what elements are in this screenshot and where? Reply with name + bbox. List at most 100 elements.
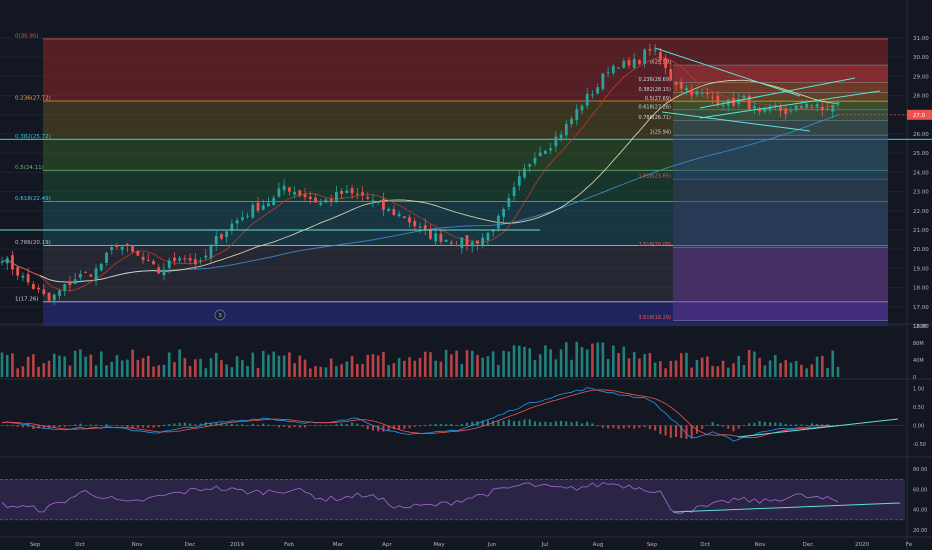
macd-histogram-bar bbox=[486, 420, 489, 426]
macd-histogram-bar bbox=[199, 423, 202, 426]
volume-bar bbox=[403, 360, 406, 377]
current-price-badge bbox=[907, 109, 932, 120]
candle-body bbox=[476, 240, 479, 244]
candle-body bbox=[220, 234, 223, 239]
price-tick-label: 31.00 bbox=[913, 36, 929, 42]
candle-body bbox=[449, 242, 453, 244]
macd-histogram-bar bbox=[654, 425, 657, 431]
macd-histogram-bar bbox=[79, 423, 82, 426]
candle-body bbox=[42, 289, 46, 294]
candle-body bbox=[94, 268, 98, 280]
candle-body bbox=[643, 49, 647, 65]
candle-body bbox=[632, 58, 636, 68]
time-tick-label: Jul bbox=[541, 542, 549, 548]
candle-body bbox=[413, 221, 417, 227]
macd-histogram-bar bbox=[84, 425, 87, 426]
volume-bar bbox=[737, 355, 741, 377]
candle-body bbox=[549, 148, 553, 151]
volume-bar bbox=[319, 366, 323, 377]
candle-body bbox=[758, 108, 762, 112]
volume-bar bbox=[204, 368, 208, 377]
candle-body bbox=[193, 259, 197, 265]
volume-bar bbox=[194, 359, 197, 377]
volume-tick-label: 120M bbox=[913, 324, 927, 330]
candle-body bbox=[31, 284, 35, 289]
price-tick-label: 24.00 bbox=[913, 170, 929, 176]
candle-body bbox=[768, 106, 772, 111]
candle-body bbox=[382, 198, 385, 210]
rsi-tick-label: 60.00 bbox=[913, 487, 927, 493]
macd-histogram-bar bbox=[298, 425, 301, 428]
candle-body bbox=[11, 255, 14, 270]
macd-histogram-bar bbox=[560, 420, 563, 426]
macd-histogram-bar bbox=[189, 423, 192, 426]
macd-histogram-bar bbox=[748, 423, 751, 426]
candle-body bbox=[21, 275, 25, 278]
macd-histogram-bar bbox=[304, 425, 307, 428]
candle-body bbox=[73, 279, 77, 285]
macd-tick-label: 1.00 bbox=[913, 386, 924, 392]
fib-level-label: 0.5(24.11) bbox=[15, 165, 44, 171]
candle-body bbox=[5, 258, 9, 264]
volume-bar bbox=[115, 355, 119, 377]
candle-body bbox=[392, 208, 396, 216]
candle-body bbox=[685, 87, 688, 91]
volume-bar bbox=[335, 366, 338, 377]
volume-bar bbox=[497, 365, 500, 377]
macd-histogram-bar bbox=[523, 419, 526, 426]
volume-bar bbox=[470, 350, 474, 377]
candle-body bbox=[52, 294, 56, 301]
volume-bar bbox=[21, 366, 25, 377]
volume-bar bbox=[695, 360, 699, 377]
candle-body bbox=[638, 60, 641, 64]
macd-histogram-bar bbox=[330, 425, 333, 426]
candle-body bbox=[183, 258, 187, 260]
candle-body bbox=[423, 225, 427, 231]
macd-histogram-bar bbox=[37, 425, 40, 429]
volume-bar bbox=[617, 353, 620, 377]
volume-bar bbox=[627, 358, 631, 377]
volume-bar bbox=[345, 361, 349, 377]
macd-histogram-bar bbox=[455, 424, 458, 426]
candle-body bbox=[63, 284, 67, 291]
time-tick-label: Dec bbox=[185, 542, 196, 548]
candle-body bbox=[152, 261, 155, 265]
time-tick-label: Sep bbox=[647, 542, 658, 548]
price-tick-label: 19.00 bbox=[913, 266, 929, 272]
fib2-level-label: 0.618(27.26) bbox=[638, 104, 671, 110]
volume-bar bbox=[810, 364, 814, 377]
macd-histogram-bar bbox=[6, 425, 9, 426]
macd-histogram-bar bbox=[742, 425, 745, 426]
candle-body bbox=[674, 82, 678, 85]
fib-level-label: 0.786(20.19) bbox=[15, 240, 51, 246]
macd-histogram-bar bbox=[769, 422, 772, 426]
candle-body bbox=[246, 215, 249, 217]
trendline bbox=[654, 47, 801, 97]
candle-body bbox=[350, 188, 354, 194]
candle-body bbox=[481, 237, 485, 246]
candle-body bbox=[89, 274, 93, 277]
time-tick-label: Feb bbox=[284, 542, 294, 548]
volume-bar bbox=[68, 365, 72, 377]
candle-body bbox=[324, 199, 328, 203]
fib-zone bbox=[43, 139, 888, 171]
candle-body bbox=[230, 223, 234, 230]
candle-body bbox=[37, 287, 40, 290]
volume-tick-label: 80M bbox=[913, 341, 924, 347]
fib-level-label: 0.618(22.49) bbox=[15, 196, 51, 202]
volume-bar bbox=[476, 354, 479, 377]
volume-bar bbox=[685, 352, 688, 377]
candle-body bbox=[335, 192, 338, 203]
macd-histogram-bar bbox=[492, 420, 495, 426]
annotation-marker bbox=[214, 309, 226, 321]
macd-histogram-bar bbox=[136, 425, 139, 428]
macd-histogram-bar bbox=[716, 424, 719, 426]
trendline bbox=[699, 77, 856, 109]
fib-level-label: 1(17.26) bbox=[15, 296, 39, 302]
candle-body bbox=[340, 190, 344, 194]
candle-body bbox=[737, 98, 741, 105]
macd-histogram-bar bbox=[74, 424, 77, 426]
candle-body bbox=[272, 197, 276, 206]
fib-level-label: 0(30.95) bbox=[15, 33, 39, 39]
